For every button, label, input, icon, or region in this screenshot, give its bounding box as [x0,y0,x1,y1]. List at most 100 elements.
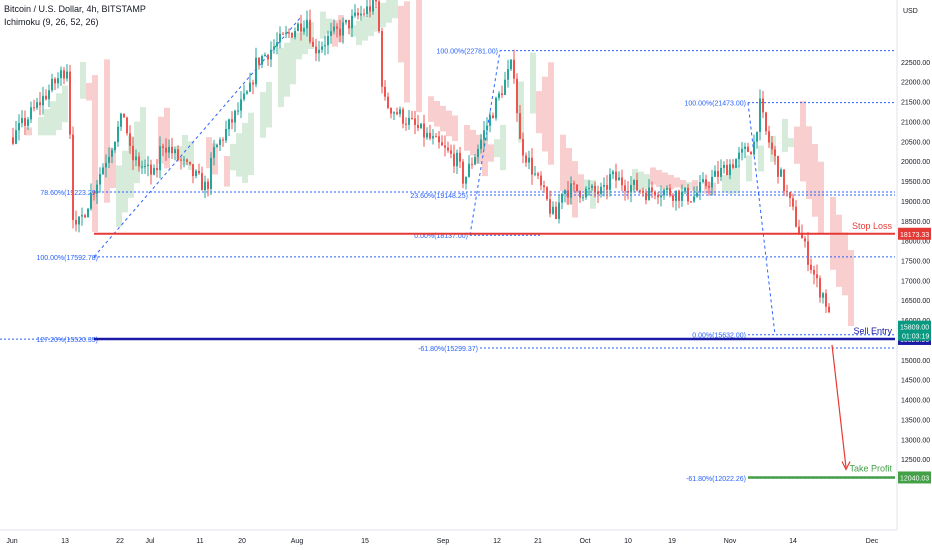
cloud-segment [668,174,674,190]
cloud-segment [788,138,794,148]
cloud-segment [110,147,116,189]
candle-body [282,33,284,35]
cloud-segment [260,92,266,138]
fib-connector [469,50,501,236]
candle-body [291,32,293,38]
cloud-segment [686,181,692,191]
candle-body [255,57,257,85]
candle-body [129,133,131,146]
candle-body [345,19,347,23]
cloud-segment [572,161,578,218]
candle-body [648,187,650,201]
candle-body [807,241,809,265]
candle-body [642,190,644,193]
cloud-segment [302,27,308,55]
candle-body [498,93,500,98]
candle-body [465,176,467,184]
cloud-segment [356,20,362,46]
candle-body [423,123,425,138]
candle-body [156,168,158,171]
price-tick-label: 18500.00 [901,219,930,226]
cloud-segment [284,42,290,97]
cloud-segment [644,174,650,189]
cloud-segment [812,144,818,217]
candle-body [639,190,641,192]
candle-body [549,199,551,214]
candle-body [522,138,524,156]
candle-body [375,0,377,2]
cloud-segment [80,61,86,99]
candle-body [285,32,287,34]
candle-body [486,125,488,131]
candle-body [528,157,530,163]
candle-body [357,12,359,16]
candle-body [105,162,107,168]
price-tick-label: 15000.00 [901,358,930,365]
candle-body [783,169,785,192]
candle-body [21,117,23,124]
candle-body [66,71,68,79]
fib-level-label: 127.20%(15520.35) [37,337,99,344]
candle-body [201,173,203,191]
candle-body [183,159,185,161]
candle-body [18,123,20,131]
fib-level-label: 0.00%(18137.00) [414,233,468,240]
candle-body [39,102,41,106]
candle-body [36,102,38,108]
fib-level-label: 100.00%(22781.00) [437,49,499,56]
candle-body [471,163,473,165]
candle-body [777,156,779,177]
indicator-label[interactable]: Ichimoku (9, 26, 52, 26) [4,17,99,27]
cloud-segment [350,25,356,37]
cloud-segment [650,167,656,185]
candle-body [246,91,248,94]
fib-level-label: 78.60%(19223.29) [40,190,98,197]
cloud-segment [224,156,230,187]
candle-body [651,187,653,192]
price-tick-label: 13500.00 [901,417,930,424]
candle-body [402,109,404,124]
cloud-segment [680,179,686,189]
candle-body [126,117,128,134]
candle-body [306,19,308,29]
candle-body [27,119,29,126]
candle-body [297,23,299,31]
candle-body [420,123,422,129]
candle-body [204,181,206,191]
time-tick-label: 19 [668,538,676,545]
candle-body [765,112,767,132]
candle-body [144,166,146,168]
price-tick-label: 16500.00 [901,298,930,305]
candle-body [213,147,215,158]
cloud-segment [182,135,188,166]
cloud-segment [692,180,698,192]
candle-body [537,173,539,176]
candle-body [657,195,659,198]
candle-body [636,179,638,191]
cloud-segment [398,5,404,63]
cloud-segment [380,2,386,28]
price-tick-label: 13000.00 [901,437,930,444]
candle-body [612,171,614,175]
stop-loss-price-tag: 18173.33 [900,232,929,239]
cloud-segment [404,1,410,103]
candle-body [198,170,200,174]
sell-entry-label: Sell Entry [853,326,892,336]
time-tick-label: 22 [116,538,124,545]
candle-body [741,148,743,153]
candle-body [582,197,584,199]
cloud-segment [728,170,734,194]
fib-level-label: 0.00%(15632.00) [692,333,746,340]
candle-body [261,56,263,65]
candle-body [90,193,92,209]
candle-body [267,54,269,60]
fibonacci-levels: 100.00%(22781.00) 100.00%(21473.00) 78.60%… [0,17,895,483]
candle-body [318,49,320,54]
candle-body [510,59,512,70]
candlesticks [12,0,830,314]
cloud-segment [470,129,476,156]
candle-body [372,0,374,12]
candle-body [177,149,179,160]
candle-body [564,190,566,194]
